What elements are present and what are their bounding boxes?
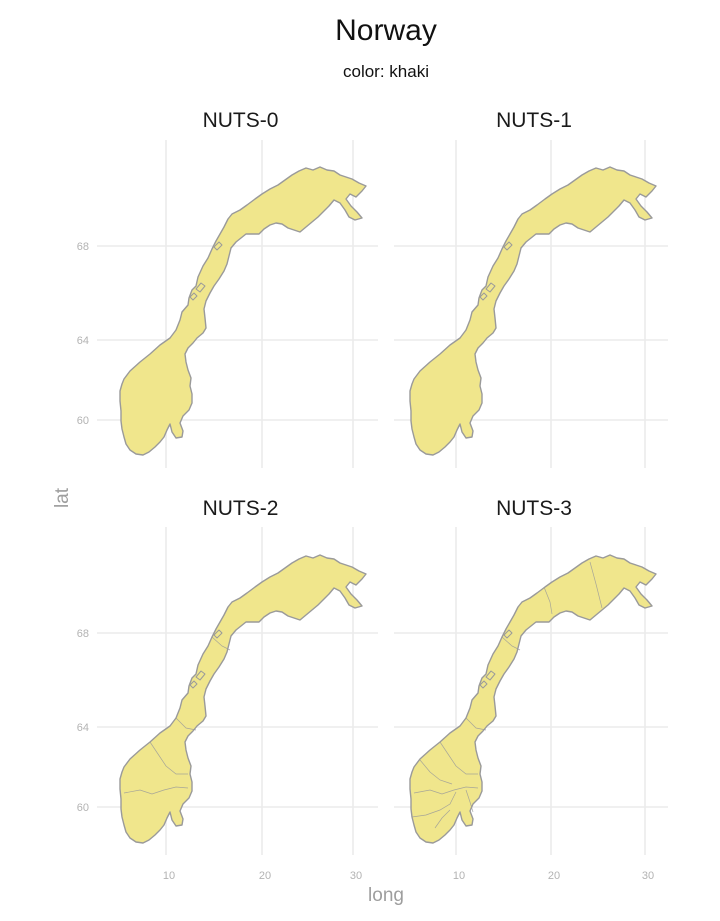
country-shape [119,166,367,456]
plot-title: Norway [335,14,437,47]
y-tick-label: 68 [77,628,89,640]
plot-subtitle: color: khaki [343,62,429,81]
x-tick-label: 20 [548,870,560,882]
region-border [411,791,457,818]
x-tick-label: 30 [642,870,654,882]
region-border [439,741,478,775]
y-axis-title: lat [52,487,73,508]
norway-map [409,166,657,456]
x-tick-label: 30 [350,870,362,882]
y-tick-label: 60 [77,802,89,814]
y-tick-label: 64 [77,722,89,734]
y-tick-label: 64 [77,335,89,347]
country-shape [409,554,657,844]
facet-panel-nuts-2: NUTS-2 68 64 60 10 20 30 [77,497,378,882]
x-tick-label: 20 [259,870,271,882]
region-border [465,789,474,813]
x-tick-label: 10 [163,870,175,882]
facet-strip-label: NUTS-2 [203,497,279,520]
facet-strip-label: NUTS-0 [203,109,279,132]
norway-map [409,554,657,844]
region-border [434,809,451,829]
x-tick-label: 10 [453,870,465,882]
facet-panel-nuts-1: NUTS-1 [394,109,668,468]
region-border [149,741,188,775]
x-axis-title: long [368,885,404,906]
country-shape [119,554,367,844]
norway-map [119,166,367,456]
region-border [465,717,487,731]
y-tick-label: 60 [77,415,89,427]
y-tick-label: 68 [77,241,89,253]
region-border [211,636,231,651]
norway-map [119,554,367,844]
region-border [589,561,603,609]
region-border [413,786,479,795]
region-border [419,759,453,785]
facet-strip-label: NUTS-3 [496,497,572,520]
region-border [175,717,197,731]
country-shape [409,166,657,456]
region-border [123,786,189,795]
facet-panel-nuts-3: NUTS-3 10 20 30 [394,497,668,882]
facet-panel-nuts-0: NUTS-0 68 64 60 [77,109,378,468]
region-border [543,586,553,615]
region-border [501,636,521,651]
facet-strip-label: NUTS-1 [496,109,572,132]
